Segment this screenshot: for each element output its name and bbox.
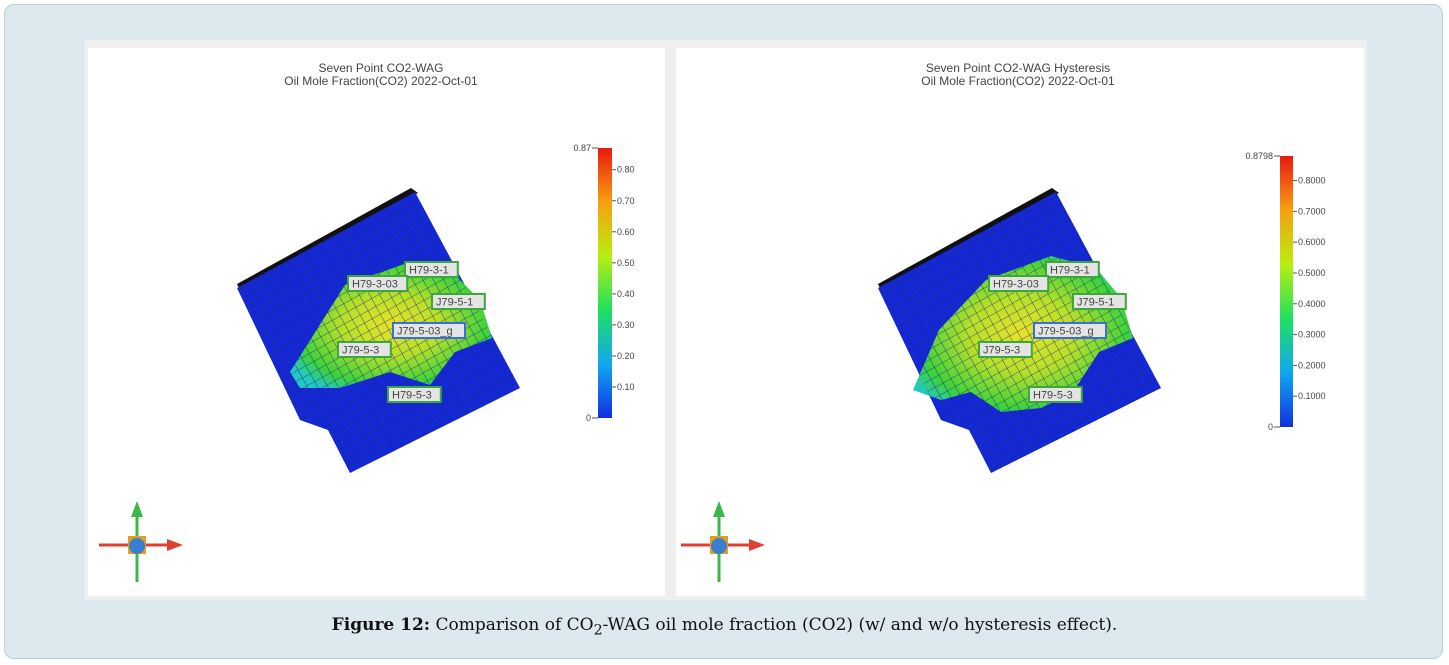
page: Seven Point CO2-WAGOil Mole Fraction(CO2… — [0, 0, 1449, 665]
colorbar-tick-label: 0.5000 — [1298, 268, 1326, 278]
well-label: H79-3-03 — [993, 279, 1039, 291]
colorbar-tick-label: 0.7000 — [1298, 206, 1326, 216]
caption-subscript: 2 — [594, 622, 603, 638]
panel-title: Seven Point CO2-WAG Hysteresis — [926, 61, 1110, 75]
colorbar-tick-label: 0.6000 — [1298, 237, 1326, 247]
colorbar — [598, 148, 612, 418]
colorbar-tick-label: 0 — [1268, 422, 1273, 432]
caption-label: Figure 12: — [332, 615, 430, 635]
well-label: J79-5-3 — [342, 345, 379, 357]
colorbar-tick-label: 0.8000 — [1298, 176, 1326, 186]
colorbar-tick-label: 0.87 — [573, 143, 591, 153]
well-label: J79-5-1 — [1077, 297, 1114, 309]
well-label: H79-3-03 — [352, 279, 398, 291]
caption-text: Comparison of CO — [435, 615, 593, 635]
colorbar-tick-label: 0.1000 — [1298, 391, 1326, 401]
caption-text: -WAG oil mole fraction (CO2) (w/ and w/o… — [603, 615, 1118, 635]
colorbar-tick-label: 0.40 — [617, 289, 635, 299]
caption: Figure 12: Comparison of CO2-WAG oil mol… — [0, 615, 1449, 638]
colorbar-tick-label: 0.80 — [617, 165, 635, 175]
axis-origin — [129, 538, 145, 554]
well-label: H79-5-3 — [1033, 390, 1073, 402]
colorbar-tick-label: 0.60 — [617, 227, 635, 237]
well-label: J79-5-03_g — [1038, 326, 1094, 338]
well-label: H79-3-1 — [409, 265, 449, 277]
colorbar-tick-label: 0 — [586, 413, 591, 423]
panel-title: Oil Mole Fraction(CO2) 2022-Oct-01 — [921, 74, 1115, 88]
well-label: J79-5-3 — [983, 345, 1020, 357]
colorbar — [1280, 156, 1293, 427]
colorbar-tick-label: 0.8798 — [1245, 151, 1273, 161]
colorbar-tick-label: 0.4000 — [1298, 299, 1326, 309]
colorbar-tick-label: 0.3000 — [1298, 330, 1326, 340]
colorbar-tick-label: 0.20 — [617, 351, 635, 361]
well-label: H79-5-3 — [392, 390, 432, 402]
panel-title: Oil Mole Fraction(CO2) 2022-Oct-01 — [284, 74, 478, 88]
colorbar-tick-label: 0.30 — [617, 320, 635, 330]
panel-title: Seven Point CO2-WAG — [319, 61, 444, 75]
well-label: H79-3-1 — [1050, 265, 1090, 277]
colorbar-tick-label: 0.2000 — [1298, 360, 1326, 370]
axis-origin — [711, 538, 727, 554]
well-label: J79-5-1 — [436, 297, 473, 309]
colorbar-tick-label: 0.50 — [617, 258, 635, 268]
colorbar-tick-label: 0.70 — [617, 196, 635, 206]
well-label: J79-5-03_g — [397, 326, 453, 338]
colorbar-tick-label: 0.10 — [617, 382, 635, 392]
